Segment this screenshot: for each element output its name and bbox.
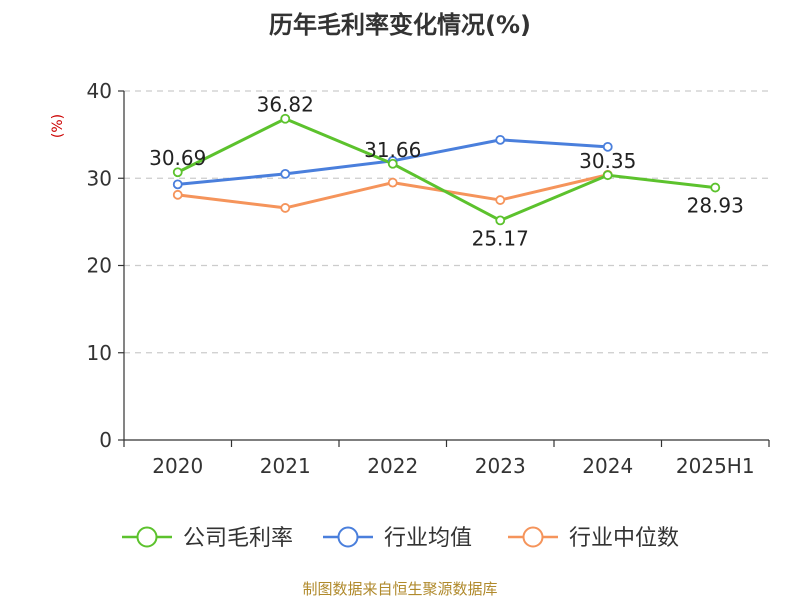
data-point-s1-3	[495, 134, 506, 145]
source-note: 制图数据来自恒生聚源数据库	[302, 580, 497, 598]
data-point-s2-3	[495, 195, 506, 205]
chart-title: 历年毛利率变化情况(%)	[269, 11, 531, 39]
y-axis-unit: (%)	[50, 114, 66, 138]
data-point-s0-1	[280, 113, 291, 124]
legend-item-2[interactable]: 行业中位数	[508, 526, 679, 551]
axes: 0 10 20 30 40 2020 2021 2022 2023 2024 2025H1	[87, 79, 770, 478]
legend-label-1: 行业均值	[384, 526, 472, 551]
data-point-s0-3	[495, 215, 506, 226]
data-point-s1-4	[602, 141, 613, 152]
series-points	[172, 113, 721, 226]
y-tick-label-4: 40	[87, 79, 112, 103]
data-label-0: 30.69	[149, 146, 206, 170]
x-tick-label-0: 2020	[152, 454, 203, 478]
data-point-s0-5	[710, 182, 721, 193]
y-tick-label-2: 20	[87, 254, 112, 278]
y-tick-label-3: 30	[87, 166, 112, 190]
x-tick-label-4: 2024	[582, 454, 633, 478]
legend-swatch-marker-1	[337, 526, 359, 548]
x-tick-label-3: 2023	[475, 454, 526, 478]
legend-swatch-marker-0	[136, 526, 158, 548]
x-tick-label-2: 2022	[367, 454, 418, 478]
grid-lines	[124, 90, 769, 354]
legend[interactable]: 公司毛利率 行业均值 行业中位数	[122, 526, 679, 551]
data-point-s0-2	[387, 158, 398, 169]
data-labels: 30.69 36.82 31.66 25.17 30.35 28.93	[149, 93, 744, 251]
x-tick-label-1: 2021	[260, 454, 311, 478]
legend-swatch-marker-2	[522, 526, 544, 548]
data-label-2: 31.66	[364, 138, 421, 162]
data-label-3: 25.17	[472, 226, 529, 250]
y-tick-label-0: 0	[99, 428, 112, 452]
data-point-s2-0	[172, 189, 183, 200]
legend-label-2: 行业中位数	[569, 526, 679, 551]
legend-item-0[interactable]: 公司毛利率	[122, 526, 293, 551]
data-point-s0-4	[602, 170, 613, 181]
data-point-s1-1	[280, 168, 291, 179]
data-label-1: 36.82	[257, 93, 314, 117]
y-tick-label-1: 10	[87, 341, 112, 365]
data-point-s2-1	[280, 203, 291, 213]
x-tick-label-5: 2025H1	[676, 454, 755, 478]
series-line-0	[177, 117, 716, 222]
data-point-s0-0	[172, 167, 183, 178]
data-point-s2-2	[387, 177, 398, 188]
data-label-4: 30.35	[579, 149, 636, 173]
data-point-s1-0	[172, 179, 183, 190]
legend-label-0: 公司毛利率	[183, 526, 293, 551]
legend-item-1[interactable]: 行业均值	[323, 526, 472, 551]
data-label-5: 28.93	[687, 194, 744, 218]
